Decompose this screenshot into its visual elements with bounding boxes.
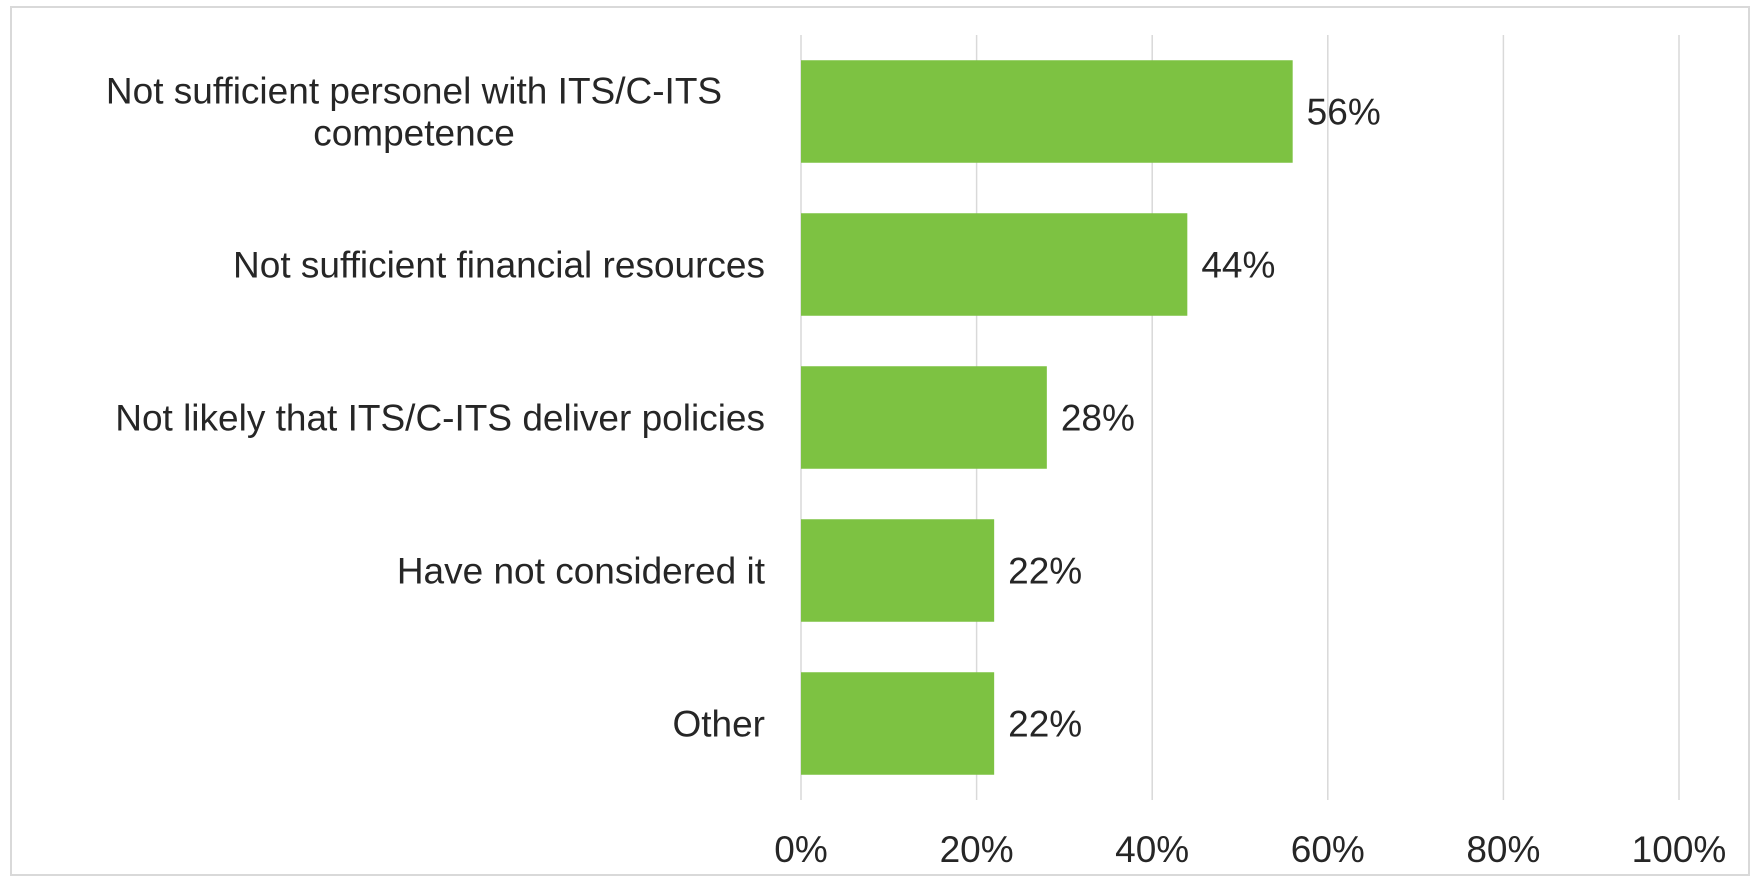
bar-4 — [801, 519, 995, 622]
data-label-5: 22% — [1008, 704, 1082, 745]
bar-2 — [801, 213, 1188, 316]
x-tick-label-100: 100% — [1632, 829, 1727, 870]
bar-5 — [801, 672, 995, 775]
category-label-3: Not likely that ITS/C-ITS deliver polici… — [115, 398, 765, 439]
x-tick-label-20: 20% — [940, 829, 1014, 870]
data-label-3: 28% — [1061, 398, 1135, 439]
category-label-line: Not sufficient personel with ITS/C-ITS — [106, 71, 722, 112]
x-tick-label-0: 0% — [774, 829, 827, 870]
x-tick-label-40: 40% — [1115, 829, 1189, 870]
x-tick-label-60: 60% — [1291, 829, 1365, 870]
category-label-1: Not sufficient personel with ITS/C-ITS co… — [106, 71, 722, 154]
category-label-line: competence — [313, 113, 515, 154]
bar-1 — [801, 60, 1293, 163]
bars — [801, 60, 1293, 775]
category-label-5: Other — [672, 704, 765, 745]
data-label-4: 22% — [1008, 551, 1082, 592]
data-label-1: 56% — [1307, 92, 1381, 133]
x-tick-label-80: 80% — [1466, 829, 1540, 870]
category-label-4: Have not considered it — [397, 551, 766, 592]
category-labels: Not sufficient personel with ITS/C-ITS co… — [106, 71, 766, 745]
data-label-2: 44% — [1201, 245, 1275, 286]
x-axis-tick-labels: 0% 20% 40% 60% 80% 100% — [774, 829, 1726, 870]
bar-3 — [801, 366, 1047, 469]
category-label-2: Not sufficient financial resources — [233, 245, 765, 286]
data-labels: 56% 44% 28% 22% 22% — [1008, 92, 1381, 745]
